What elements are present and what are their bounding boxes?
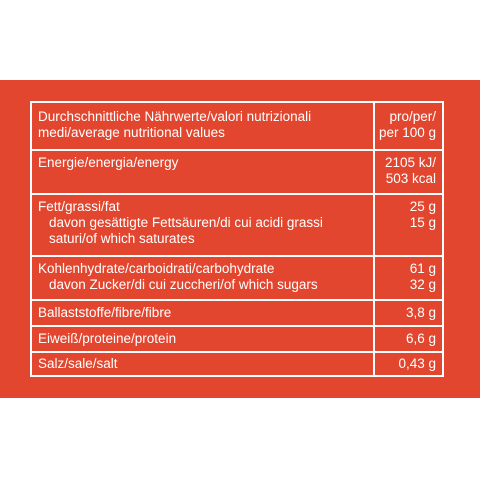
fat-row: Fett/grassi/fat 25 g davon gesättigte Fe…	[32, 195, 442, 257]
protein-label: Eiweiß/proteine/protein	[38, 331, 177, 346]
fibre-label: Ballaststoffe/fibre/fibre	[38, 305, 172, 320]
protein-value: 6,6 g	[405, 331, 436, 346]
saturates-label: davon gesättigte Fettsäuren/di cui acidi…	[49, 215, 323, 246]
energy-label: Energie/energia/energy	[38, 155, 179, 170]
protein-row: Eiweiß/proteine/protein 6,6 g	[32, 327, 442, 353]
sugars-value: 32 g	[409, 277, 436, 292]
nutrition-table: Durchschnittliche Nährwerte/valori nutri…	[30, 101, 444, 377]
fat-value: 25 g	[409, 199, 436, 214]
salt-label: Salz/sale/salt	[38, 356, 118, 371]
label-background	[0, 80, 480, 398]
energy-value: 2105 kJ/ 503 kcal	[384, 155, 436, 186]
header-label: Durchschnittliche Nährwerte/valori nutri…	[38, 109, 312, 140]
carbohydrate-value: 61 g	[409, 261, 436, 276]
header-row: Durchschnittliche Nährwerte/valori nutri…	[32, 103, 442, 151]
carbohydrate-row: Kohlenhydrate/carboidrati/carbohydrate 6…	[32, 257, 442, 301]
column-divider	[373, 103, 375, 375]
fibre-row: Ballaststoffe/fibre/fibre 3,8 g	[32, 301, 442, 327]
salt-value: 0,43 g	[398, 356, 436, 371]
saturates-value: 15 g	[409, 215, 436, 230]
sugars-label: davon Zucker/di cui zuccheri/of which su…	[49, 277, 318, 292]
energy-row: Energie/energia/energy 2105 kJ/ 503 kcal	[32, 151, 442, 195]
carbohydrate-label: Kohlenhydrate/carboidrati/carbohydrate	[38, 261, 275, 276]
fibre-value: 3,8 g	[405, 305, 436, 320]
header-value: pro/per/ per 100 g	[378, 109, 436, 140]
fat-label: Fett/grassi/fat	[38, 199, 120, 214]
salt-row: Salz/sale/salt 0,43 g	[32, 353, 442, 375]
